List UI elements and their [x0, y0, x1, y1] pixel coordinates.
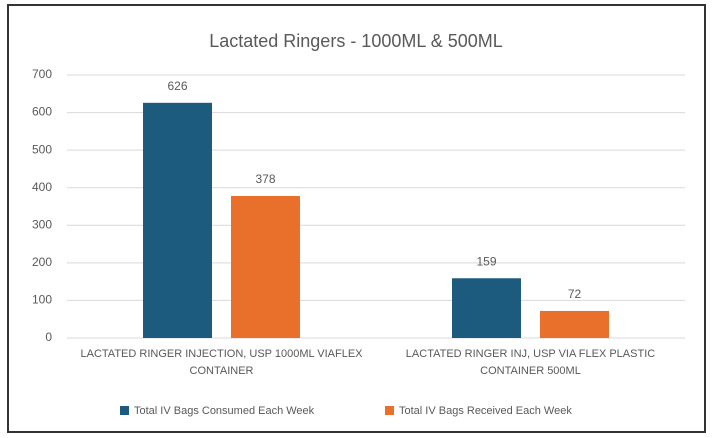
- y-tick-label: 300: [32, 217, 52, 231]
- legend-swatch: [385, 406, 394, 415]
- chart-title: Lactated Ringers - 1000ML & 500ML: [209, 31, 503, 51]
- legend-label: Total IV Bags Received Each Week: [399, 405, 572, 417]
- x-tick-label-box: LACTATED RINGER INJECTION, USP 1000ML VI…: [80, 348, 363, 377]
- x-tick-label-box: LACTATED RINGER INJ, USP VIA FLEX PLASTI…: [405, 348, 656, 377]
- bar: [231, 195, 300, 338]
- y-tick-label: 500: [32, 142, 52, 156]
- x-tick-label: LACTATED RINGER INJ, USP VIA FLEX PLASTI…: [405, 348, 656, 377]
- chart-border: [7, 4, 706, 433]
- x-tick-label: LACTATED RINGER INJECTION, USP 1000ML VI…: [80, 348, 363, 377]
- bar: [452, 278, 521, 338]
- y-tick-label: 400: [32, 180, 52, 194]
- y-tick-label: 600: [32, 105, 52, 119]
- y-tick-label: 100: [32, 293, 52, 307]
- data-label: 378: [255, 172, 275, 186]
- bar: [143, 102, 212, 338]
- data-label: 626: [167, 79, 187, 93]
- data-label: 159: [476, 254, 496, 268]
- bar: [540, 310, 609, 338]
- y-tick-label: 200: [32, 255, 52, 269]
- legend-label: Total IV Bags Consumed Each Week: [134, 405, 315, 417]
- y-tick-label: 700: [32, 67, 52, 81]
- legend-swatch: [120, 406, 129, 415]
- y-tick-label: 0: [45, 330, 52, 344]
- data-label: 72: [568, 287, 582, 301]
